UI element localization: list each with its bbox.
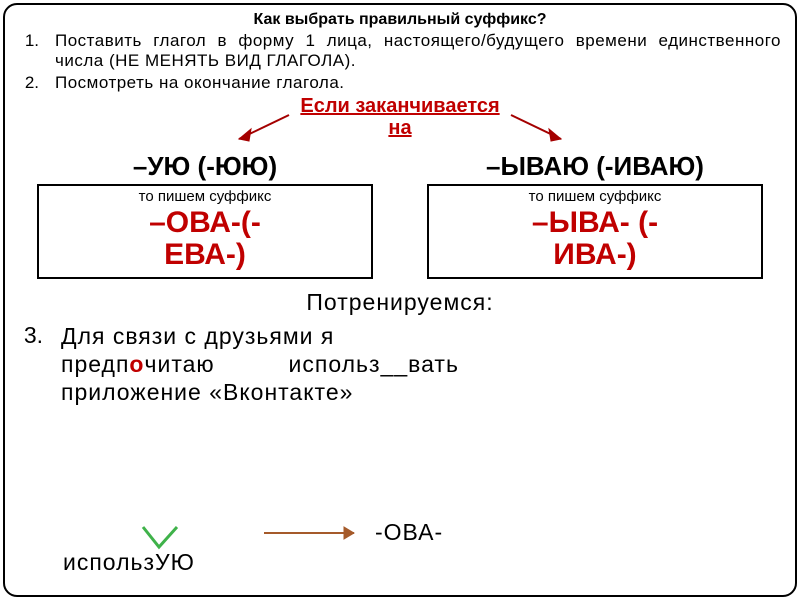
rule-number: 1. [19,31,39,51]
suffix-box: то пишем суффикс –ЫВА- (- ИВА-) [427,184,763,279]
branch-heading: –ЫВАЮ (-ИВАЮ) [415,151,775,182]
rule-2: 2. Посмотреть на окончание глагола. [19,73,781,93]
card-title: Как выбрать правильный суффикс? [19,11,781,29]
if-ends-line1: Если заканчивается [300,95,499,117]
rule-text: Поставить глагол в форму 1 лица, настоящ… [55,31,781,71]
ova-result: -ОВА- [375,519,443,546]
lesson-card: Как выбрать правильный суффикс? 1. Поста… [3,3,797,597]
branch-arrow-right-icon [501,109,571,147]
suffix-box: то пишем суффикс –ОВА-(- ЕВА-) [37,184,373,279]
if-ends-line2: на [388,117,411,139]
practice-number: 3. [19,322,43,349]
practice-title: Потренируемся: [19,289,781,316]
bottom-word: использУЮ [63,549,195,576]
rule-number: 2. [19,73,39,93]
branch-header: Если заканчивается на [19,95,781,153]
branch-heading: –УЮ (-ЮЮ) [25,151,385,182]
suffix-main: –ОВА-(- ЕВА-) [43,207,367,271]
green-wedge-icon [137,521,187,551]
branch-arrow-left-icon [229,109,299,147]
brown-arrow-icon [260,521,370,545]
practice-text: Для связи с друзьями я предпочитаю испол… [61,322,781,406]
rule-text: Посмотреть на окончание глагола. [55,73,781,93]
inserted-o-mark: о [129,353,144,376]
suffix-intro: то пишем суффикс [43,188,367,205]
suffix-main: –ЫВА- (- ИВА-) [433,207,757,271]
word-predpochitayu: предпочитаю [61,350,215,378]
if-ends-label: Если заканчивается на [270,95,530,139]
word-ispolzovat-blank: использ__вать [289,351,459,377]
branches: –УЮ (-ЮЮ) то пишем суффикс –ОВА-(- ЕВА-)… [19,151,781,279]
rule-1: 1. Поставить глагол в форму 1 лица, наст… [19,31,781,71]
suffix-intro: то пишем суффикс [433,188,757,205]
branch-left: –УЮ (-ЮЮ) то пишем суффикс –ОВА-(- ЕВА-) [25,151,385,279]
branch-right: –ЫВАЮ (-ИВАЮ) то пишем суффикс –ЫВА- (- … [415,151,775,279]
practice-item: 3. Для связи с друзьями я предпочитаю ис… [19,322,781,406]
